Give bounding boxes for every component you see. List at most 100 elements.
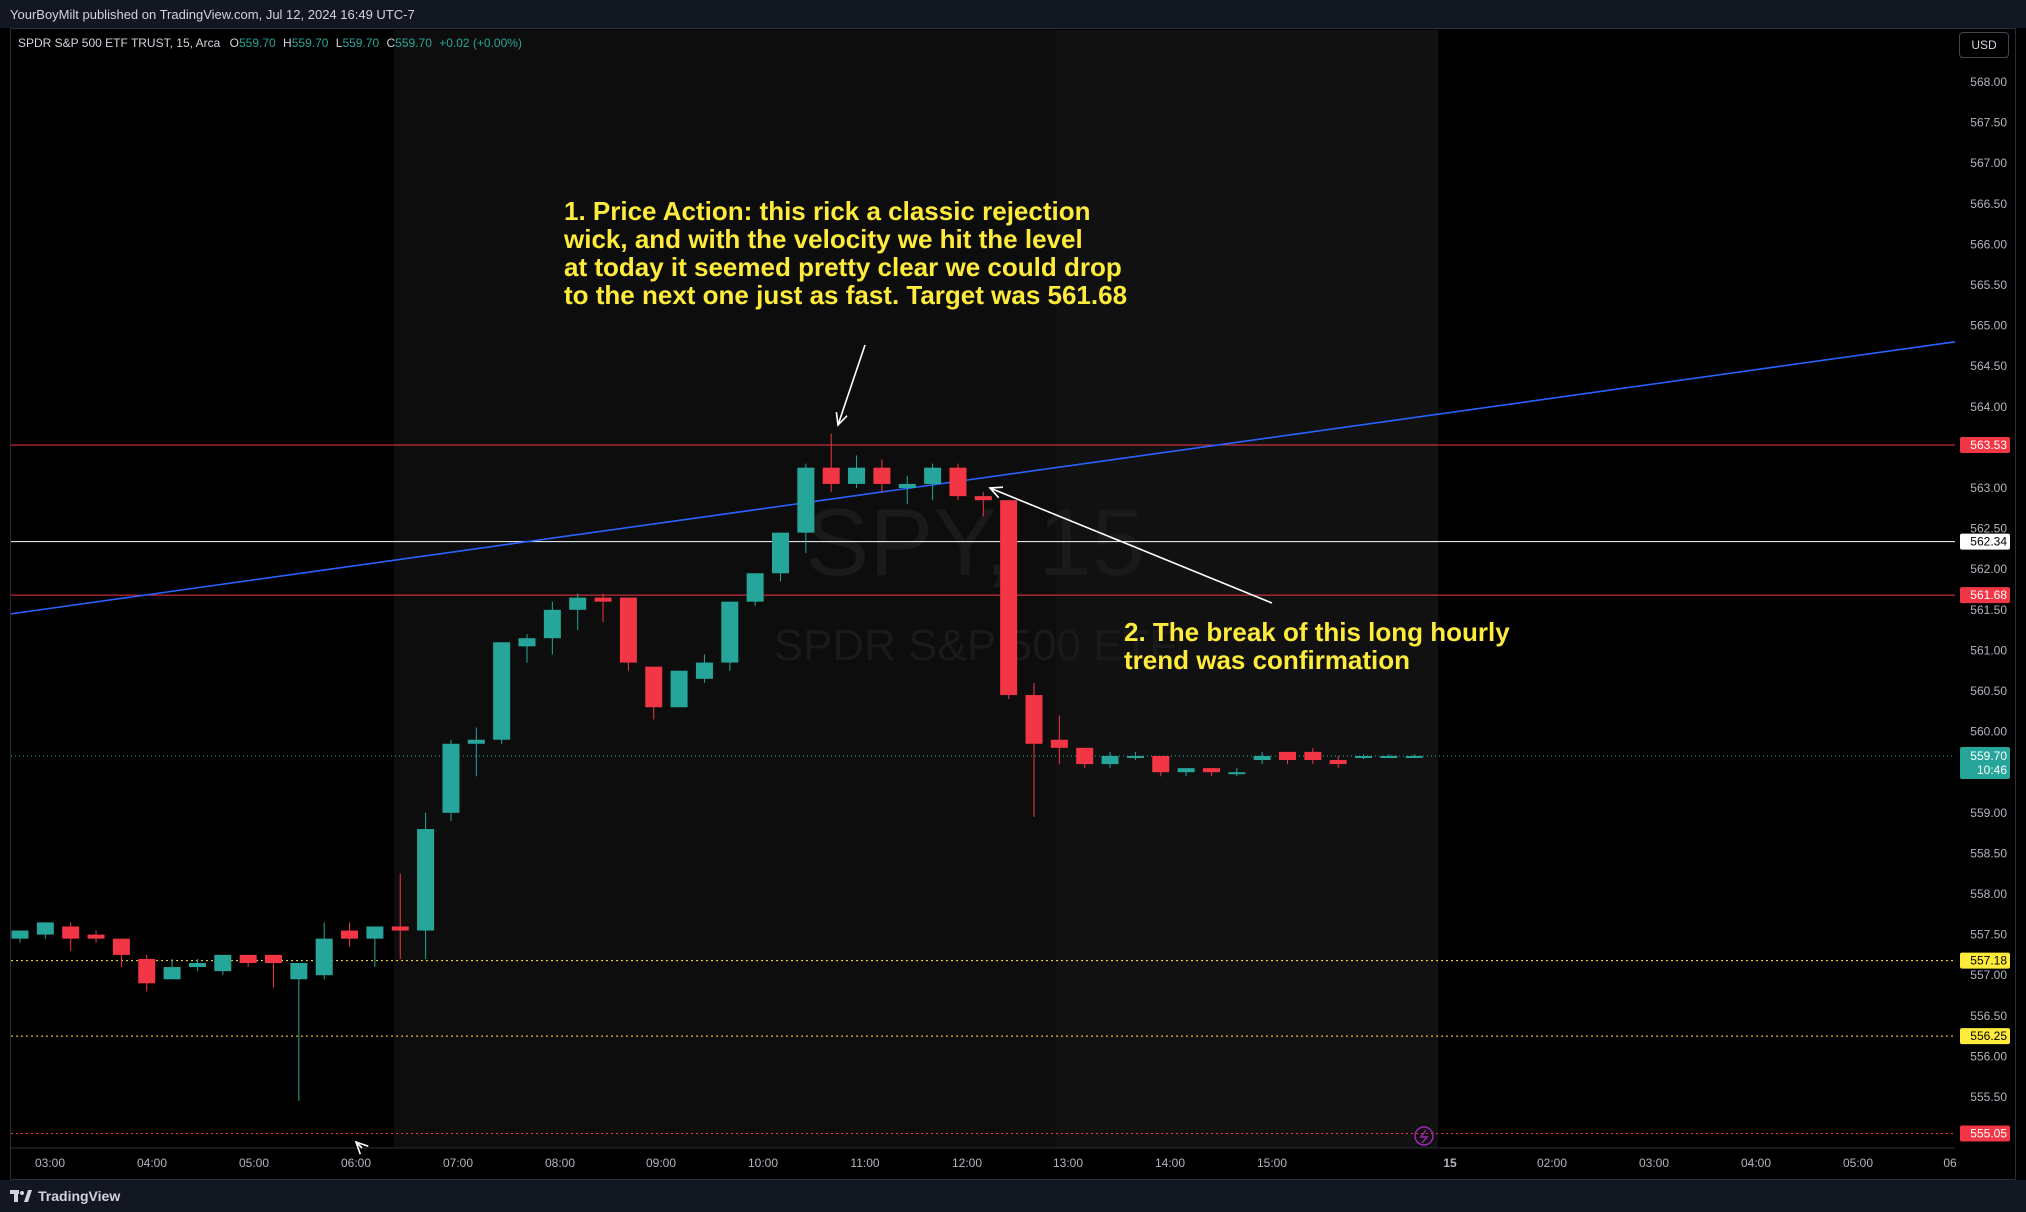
candle[interactable] [721, 601, 739, 663]
candle[interactable] [391, 926, 409, 931]
y-tick-label: 557.50 [1970, 928, 2007, 942]
y-tick-label: 567.50 [1970, 116, 2007, 130]
currency-button[interactable]: USD [1959, 32, 2009, 58]
y-tick-label: 566.00 [1970, 237, 2007, 251]
annotation-arrow[interactable] [837, 344, 866, 426]
candle[interactable] [1202, 768, 1220, 773]
candle[interactable] [543, 609, 561, 639]
x-tick-label: 07:00 [443, 1156, 473, 1170]
y-tick-label: 555.50 [1970, 1090, 2007, 1104]
x-tick-label: 06 [1943, 1156, 1957, 1170]
tradingview-logo[interactable]: TradingView [10, 1188, 120, 1204]
price-level-label-bg [1960, 533, 2010, 550]
y-tick-label: 556.00 [1970, 1049, 2007, 1063]
close-value: 559.70 [395, 36, 432, 50]
candle[interactable] [772, 532, 789, 574]
candle[interactable] [670, 670, 688, 708]
candle[interactable] [949, 467, 967, 497]
high-label: H [283, 36, 292, 50]
candle[interactable] [493, 642, 511, 740]
candle[interactable] [417, 829, 435, 931]
y-tick-label: 566.50 [1970, 197, 2007, 211]
candle[interactable] [442, 743, 460, 813]
price-level-label: 561.68 [1970, 588, 2007, 602]
trendline[interactable] [10, 341, 1956, 615]
lightning-icon[interactable] [1414, 1126, 1434, 1146]
price-level-label: 555.05 [1970, 1127, 2007, 1141]
x-tick-label: 15:00 [1257, 1156, 1287, 1170]
candle[interactable] [974, 496, 992, 501]
candle[interactable] [873, 467, 891, 484]
candle[interactable] [1050, 739, 1068, 748]
candle[interactable] [188, 963, 206, 968]
x-tick-label: 12:00 [952, 1156, 982, 1170]
candle[interactable] [1025, 695, 1043, 744]
y-tick-label: 560.00 [1970, 725, 2007, 739]
candle[interactable] [594, 597, 612, 602]
candle[interactable] [1304, 751, 1322, 761]
x-tick-label: 03:00 [1639, 1156, 1669, 1170]
candle[interactable] [1076, 747, 1094, 765]
candle[interactable] [214, 954, 232, 972]
candle[interactable] [898, 483, 916, 488]
candle[interactable] [11, 930, 29, 939]
candle[interactable] [1228, 772, 1246, 775]
candle[interactable] [695, 662, 713, 679]
candle[interactable] [1177, 768, 1195, 773]
candle[interactable] [366, 926, 384, 939]
candle[interactable] [619, 597, 637, 663]
price-level-label-bg [1960, 952, 2010, 969]
y-tick-label: 565.00 [1970, 319, 2007, 333]
candle[interactable] [467, 739, 485, 744]
candle[interactable] [341, 930, 359, 939]
symbol-legend: SPDR S&P 500 ETF TRUST, 15, Arca O559.70… [18, 36, 522, 50]
footer-bar: TradingView [0, 1180, 2026, 1212]
annotation-text: at today it seemed pretty clear we could… [564, 252, 1122, 282]
candle[interactable] [518, 638, 536, 647]
candle[interactable] [163, 967, 181, 980]
candle[interactable] [822, 467, 840, 484]
bar-countdown: 10:46 [1977, 763, 2007, 777]
candle[interactable] [1126, 755, 1144, 758]
candle[interactable] [924, 467, 942, 484]
candle[interactable] [265, 954, 282, 964]
y-tick-label: 556.50 [1970, 1009, 2007, 1023]
candle[interactable] [1329, 760, 1347, 765]
session-background [394, 30, 1056, 1148]
candle[interactable] [315, 938, 333, 976]
tradingview-brand: TradingView [38, 1188, 121, 1204]
candle[interactable] [239, 954, 257, 964]
x-tick-label: 08:00 [545, 1156, 575, 1170]
y-tick-label: 562.00 [1970, 562, 2007, 576]
candle[interactable] [1000, 500, 1018, 696]
last-price-tag [1960, 746, 2010, 779]
candle[interactable] [645, 666, 663, 708]
candle[interactable] [1380, 755, 1398, 758]
candle[interactable] [36, 922, 54, 935]
annotation-arrow[interactable] [989, 487, 1273, 604]
candle[interactable] [138, 958, 156, 984]
candle[interactable] [1152, 755, 1170, 773]
candle[interactable] [569, 597, 587, 610]
watermark-name: SPDR S&P 500 ETF [774, 621, 1177, 670]
candle[interactable] [1405, 755, 1423, 758]
candle[interactable] [1355, 755, 1373, 758]
candle[interactable] [112, 938, 130, 955]
candle[interactable] [290, 963, 308, 980]
y-tick-label: 568.00 [1970, 75, 2007, 89]
candle[interactable] [1253, 755, 1271, 761]
annotation-text: wick, and with the velocity we hit the l… [563, 224, 1083, 254]
x-tick-label: 04:00 [1741, 1156, 1771, 1170]
candle[interactable] [1279, 751, 1296, 761]
x-tick-label: 02:00 [1537, 1156, 1567, 1170]
candle[interactable] [62, 926, 80, 939]
y-tick-label: 565.50 [1970, 278, 2007, 292]
candle[interactable] [746, 573, 764, 602]
candle[interactable] [87, 934, 105, 939]
candle[interactable] [1101, 755, 1119, 765]
y-tick-label: 567.00 [1970, 156, 2007, 170]
candle[interactable] [797, 467, 815, 533]
x-tick-label: 05:00 [239, 1156, 269, 1170]
candle[interactable] [848, 467, 866, 484]
